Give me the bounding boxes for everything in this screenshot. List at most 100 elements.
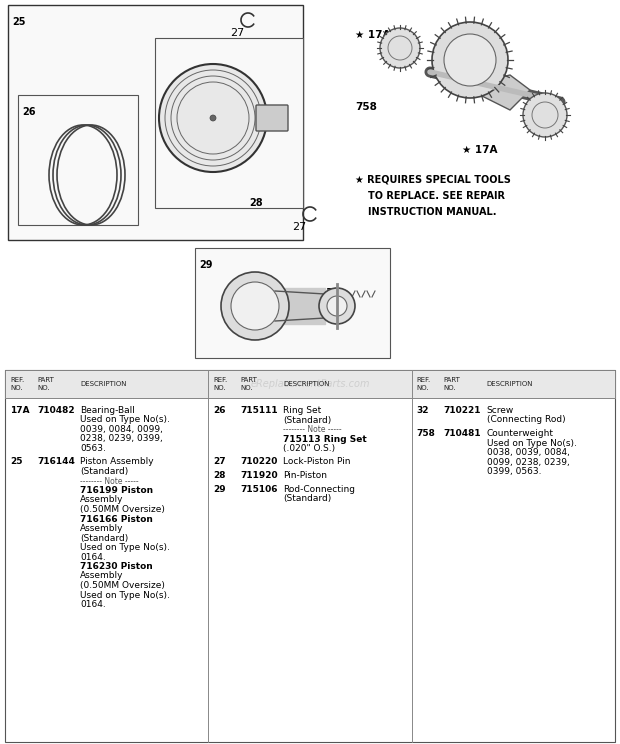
Text: 27: 27 [213, 458, 226, 466]
Text: 715111: 715111 [241, 406, 278, 415]
Circle shape [523, 93, 567, 137]
Text: 0164.: 0164. [80, 553, 106, 562]
Text: 26: 26 [22, 107, 35, 117]
Text: NO.: NO. [417, 385, 429, 391]
Text: Assembly: Assembly [80, 524, 123, 533]
Text: 0238, 0239, 0399,: 0238, 0239, 0399, [80, 434, 162, 443]
Text: 0038, 0039, 0084,: 0038, 0039, 0084, [487, 448, 570, 457]
Text: Assembly: Assembly [80, 571, 123, 580]
Text: 716166 Piston: 716166 Piston [80, 515, 153, 524]
Text: -------- Note -----: -------- Note ----- [283, 425, 342, 434]
Text: 715113 Ring Set: 715113 Ring Set [283, 434, 367, 443]
Circle shape [221, 272, 289, 340]
Bar [5, 370, 615, 742]
Text: ★ REQUIRES SPECIAL TOOLS: ★ REQUIRES SPECIAL TOOLS [355, 175, 511, 185]
Text: Used on Type No(s).: Used on Type No(s). [487, 438, 577, 447]
Text: Used on Type No(s).: Used on Type No(s). [80, 591, 170, 600]
Text: REF.: REF. [417, 377, 431, 383]
Text: 17A: 17A [10, 406, 30, 415]
Circle shape [231, 282, 279, 330]
Text: 716199 Piston: 716199 Piston [80, 486, 153, 495]
Text: 29: 29 [199, 260, 213, 270]
Text: 0039, 0084, 0099,: 0039, 0084, 0099, [80, 425, 163, 434]
Text: 0399, 0563.: 0399, 0563. [487, 467, 541, 476]
Text: (Standard): (Standard) [283, 494, 332, 503]
Text: DESCRIPTION: DESCRIPTION [283, 381, 330, 387]
Text: REF.: REF. [213, 377, 228, 383]
Text: 28: 28 [213, 471, 226, 480]
Text: 27: 27 [292, 222, 306, 232]
Text: Assembly: Assembly [80, 496, 123, 504]
Text: PART: PART [241, 377, 257, 383]
FancyBboxPatch shape [256, 105, 288, 131]
Text: 716230 Piston: 716230 Piston [80, 562, 153, 571]
Text: Ring Set: Ring Set [283, 406, 322, 415]
Text: (Standard): (Standard) [80, 467, 128, 476]
Text: PART: PART [444, 377, 461, 383]
Text: PART: PART [37, 377, 54, 383]
Text: Bearing-Ball: Bearing-Ball [80, 406, 135, 415]
Text: (0.50MM Oversize): (0.50MM Oversize) [80, 581, 165, 590]
Text: (Connecting Rod): (Connecting Rod) [487, 415, 565, 425]
Text: 0164.: 0164. [80, 600, 106, 609]
Bar [5, 370, 615, 398]
Text: Pin-Piston: Pin-Piston [283, 471, 327, 480]
Text: Rod-Connecting: Rod-Connecting [283, 484, 355, 493]
Text: Used on Type No(s).: Used on Type No(s). [80, 543, 170, 552]
Text: 758: 758 [355, 102, 377, 112]
Text: eReplacementParts.com: eReplacementParts.com [250, 379, 370, 389]
Text: 710481: 710481 [444, 429, 481, 438]
Text: NO.: NO. [241, 385, 253, 391]
Text: Piston Assembly: Piston Assembly [80, 458, 154, 466]
Text: 711920: 711920 [241, 471, 278, 480]
Text: Counterweight: Counterweight [487, 429, 554, 438]
Text: 710220: 710220 [241, 458, 278, 466]
Bar [155, 38, 303, 208]
Text: NO.: NO. [444, 385, 456, 391]
Circle shape [380, 28, 420, 68]
Text: NO.: NO. [213, 385, 226, 391]
Text: INSTRUCTION MANUAL.: INSTRUCTION MANUAL. [368, 207, 497, 217]
Text: 27: 27 [230, 28, 244, 38]
Text: REF.: REF. [10, 377, 24, 383]
Text: 716144: 716144 [37, 458, 75, 466]
Text: 0099, 0238, 0239,: 0099, 0238, 0239, [487, 458, 569, 466]
Text: 32: 32 [417, 406, 429, 415]
Text: Screw: Screw [487, 406, 514, 415]
Text: ★ 17A: ★ 17A [463, 145, 498, 155]
Circle shape [327, 296, 347, 316]
Text: 28: 28 [249, 198, 263, 208]
Text: 710482: 710482 [37, 406, 74, 415]
Text: TO REPLACE. SEE REPAIR: TO REPLACE. SEE REPAIR [368, 191, 505, 201]
Text: (0.50MM Oversize): (0.50MM Oversize) [80, 505, 165, 514]
Text: -------- Note -----: -------- Note ----- [80, 476, 139, 486]
Text: DESCRIPTION: DESCRIPTION [487, 381, 533, 387]
Text: 26: 26 [213, 406, 226, 415]
Text: (Standard): (Standard) [283, 415, 332, 425]
Text: Used on Type No(s).: Used on Type No(s). [80, 415, 170, 425]
Polygon shape [455, 75, 530, 110]
Text: NO.: NO. [10, 385, 22, 391]
Text: 25: 25 [12, 17, 25, 27]
Text: 32: 32 [325, 288, 340, 298]
Circle shape [319, 288, 355, 324]
Text: 25: 25 [10, 458, 22, 466]
Circle shape [432, 22, 508, 98]
Text: (Standard): (Standard) [80, 533, 128, 542]
Text: NO.: NO. [37, 385, 50, 391]
Text: 710221: 710221 [444, 406, 481, 415]
Bar [18, 95, 138, 225]
Circle shape [444, 34, 496, 86]
Text: (.020" O.S.): (.020" O.S.) [283, 444, 335, 453]
Text: 0563.: 0563. [80, 444, 106, 453]
Text: 29: 29 [213, 484, 226, 493]
Text: 758: 758 [417, 429, 435, 438]
Circle shape [159, 64, 267, 172]
Bar [8, 5, 303, 240]
Circle shape [210, 115, 216, 121]
Text: 715106: 715106 [241, 484, 278, 493]
Text: Lock-Piston Pin: Lock-Piston Pin [283, 458, 351, 466]
Text: DESCRIPTION: DESCRIPTION [80, 381, 126, 387]
Text: ★ 17A: ★ 17A [355, 30, 391, 40]
Bar [195, 248, 390, 358]
